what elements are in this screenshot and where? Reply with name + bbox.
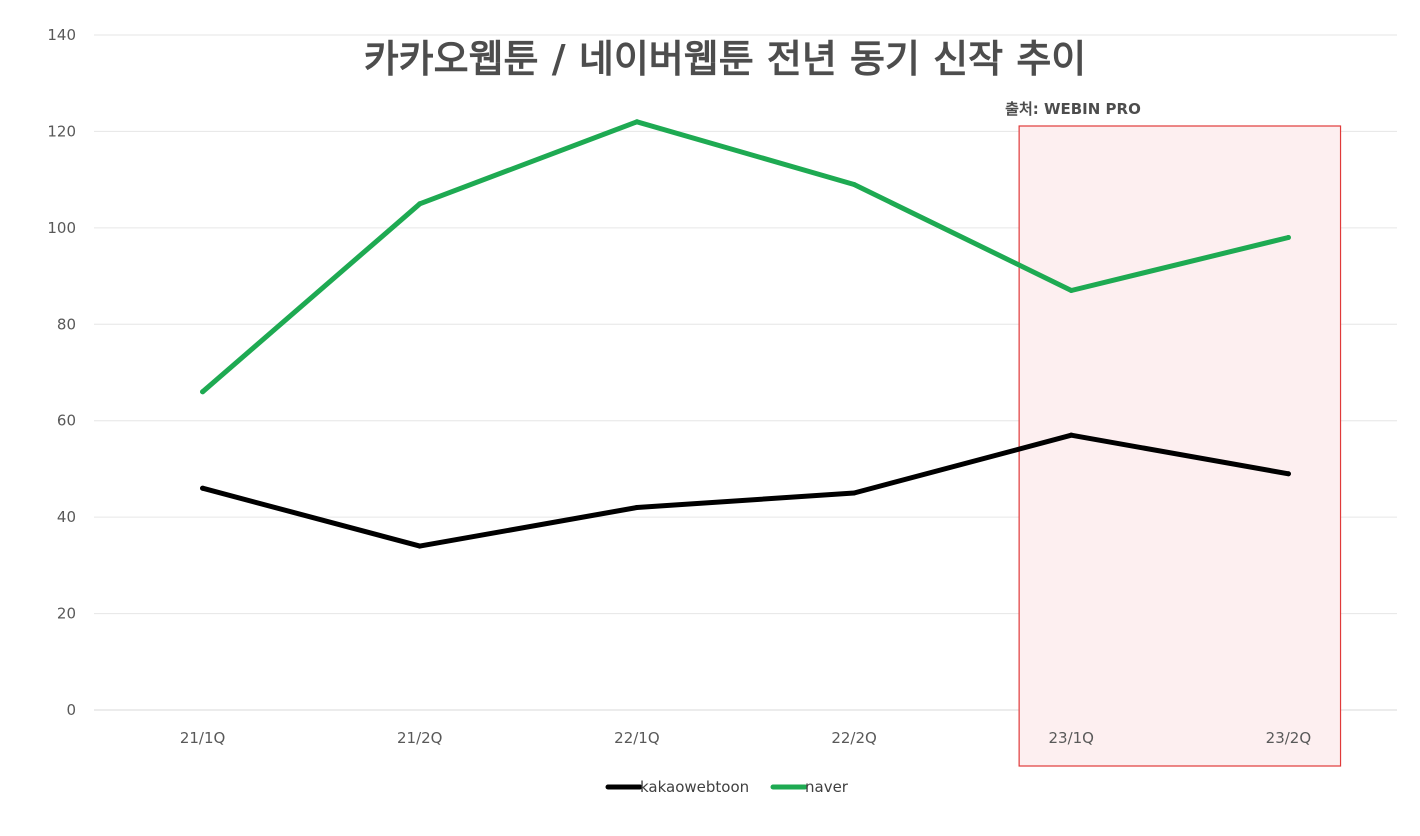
data-point-naver <box>851 181 857 187</box>
chart-title: 카카오웹툰 / 네이버웹툰 전년 동기 신작 추이 <box>364 37 1087 81</box>
x-tick-label: 22/2Q <box>831 729 877 747</box>
data-point-naver <box>417 201 423 207</box>
data-point-naver <box>634 119 640 125</box>
y-tick-label: 120 <box>47 122 76 140</box>
x-tick-label: 23/2Q <box>1266 729 1312 747</box>
source-annotation: 출처: WEBIN PRO <box>1005 100 1141 118</box>
x-tick-label: 21/2Q <box>397 729 443 747</box>
legend: kakaowebtoon naver <box>605 778 849 796</box>
data-point-kakaowebtoon <box>1285 471 1291 477</box>
x-tick-label: 23/1Q <box>1049 729 1095 747</box>
x-tick-label: 22/1Q <box>614 729 660 747</box>
data-point-kakaowebtoon <box>851 490 857 496</box>
x-axis-ticks: 21/1Q 21/2Q 22/1Q 22/2Q 23/1Q 23/2Q <box>180 729 1311 747</box>
y-tick-label: 100 <box>47 219 76 237</box>
data-point-kakaowebtoon <box>417 543 423 549</box>
data-point-kakaowebtoon <box>1068 432 1074 438</box>
data-point-naver <box>1068 288 1074 294</box>
data-point-kakaowebtoon <box>200 485 206 491</box>
data-point-naver <box>1285 235 1291 240</box>
series-line-kakaowebtoon <box>200 432 1291 549</box>
legend-label-naver: naver <box>805 778 849 796</box>
y-tick-label: 0 <box>66 701 76 719</box>
series-lines <box>200 119 1291 549</box>
y-tick-label: 20 <box>57 605 76 623</box>
y-tick-label: 140 <box>47 26 76 44</box>
x-tick-label: 21/1Q <box>180 729 226 747</box>
y-tick-label: 80 <box>57 315 76 333</box>
y-tick-label: 40 <box>57 508 76 526</box>
legend-label-kakaowebtoon: kakaowebtoon <box>640 778 749 796</box>
y-tick-label: 60 <box>57 412 76 430</box>
y-axis-ticks: 0 20 40 60 80 100 120 140 <box>47 26 76 719</box>
highlight-box-23 <box>1018 125 1342 767</box>
data-point-kakaowebtoon <box>634 505 640 510</box>
data-point-naver <box>200 389 206 395</box>
series-line-naver <box>200 119 1291 395</box>
